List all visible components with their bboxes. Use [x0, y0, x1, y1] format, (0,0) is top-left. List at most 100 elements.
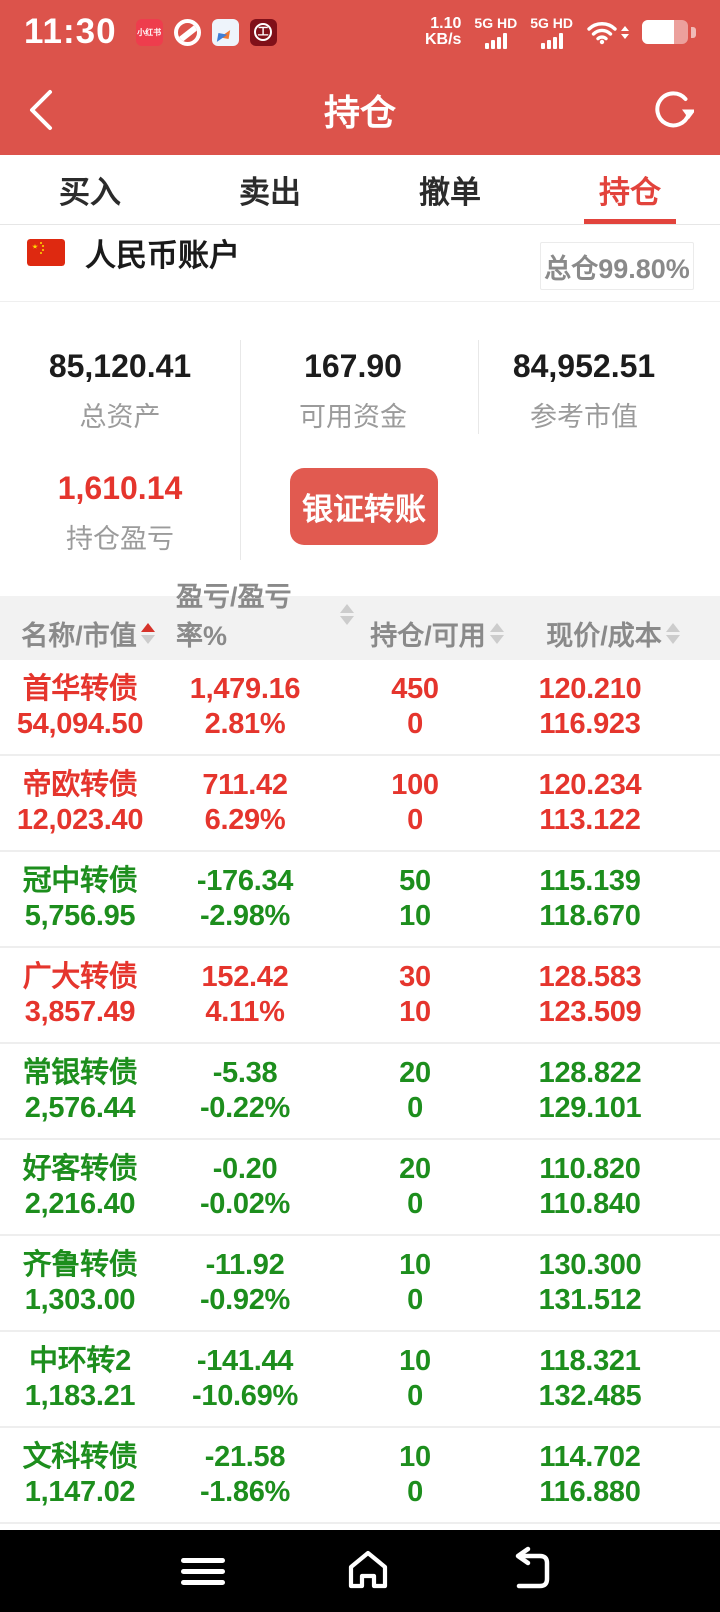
table-cell: 118.321 132.485	[538, 1345, 642, 1412]
sort-icon[interactable]	[340, 603, 354, 625]
table-cell: 50 10	[399, 865, 431, 932]
table-cell: 711.42 6.29%	[202, 769, 288, 836]
table-cell: 中环转2 1,183.21	[24, 1345, 136, 1412]
compass-app-icon	[211, 18, 239, 46]
table-cell: 10 0	[399, 1441, 431, 1508]
tab-positions[interactable]: 持仓	[540, 155, 720, 224]
recents-menu-icon[interactable]	[170, 1530, 236, 1612]
table-cell: 好客转债 2,216.40	[22, 1153, 138, 1220]
table-cell: 450 0	[391, 673, 439, 740]
table-cell: 1,479.16 2.81%	[189, 673, 301, 740]
bank-transfer-button[interactable]: 银证转账	[290, 468, 438, 545]
header-price-cost[interactable]: 现价/成本	[520, 614, 706, 653]
table-cell: 115.139 118.670	[539, 865, 641, 932]
header-name-marketvalue[interactable]: 名称/市值	[0, 614, 176, 653]
table-cell: 20 0	[399, 1057, 431, 1124]
system-back-icon[interactable]	[498, 1530, 564, 1612]
table-cell: 128.583 123.509	[538, 961, 642, 1028]
total-assets-label: 总资产	[79, 402, 161, 432]
xiaohongshu-app-icon: 小红书	[135, 18, 163, 46]
header-label: 持仓/可用	[370, 621, 486, 651]
header-position-available[interactable]: 持仓/可用	[354, 614, 520, 653]
icbc-app-icon: 工	[249, 18, 277, 46]
account-row[interactable]: 人民币账户 总仓99.80%	[0, 226, 720, 302]
wifi-traffic-arrows-icon	[621, 25, 629, 39]
table-row[interactable]: 帝欧转债 12,023.40 711.42 6.29% 100 0 120.234 113.1…	[0, 756, 720, 852]
position-pnl-label: 持仓盈亏	[66, 524, 174, 554]
network-speed: 1.10 KB/s	[425, 16, 461, 48]
table-cell: 常银转债 2,576.44	[22, 1057, 138, 1124]
header-label: 盈亏/盈亏率%	[176, 582, 292, 651]
sim1-signal: 5G HD	[474, 14, 518, 49]
available-funds: 167.90 可用资金	[240, 348, 478, 432]
table-row[interactable]: 好客转债 2,216.40 -0.20 -0.02% 20 0 110.820 110.840	[0, 1140, 720, 1236]
battery-icon	[642, 20, 688, 44]
table-cell: 110.820 110.840	[539, 1153, 641, 1220]
table-cell: 120.234 113.122	[538, 769, 642, 836]
tab-buy[interactable]: 买入	[59, 175, 121, 210]
table-cell: -11.92 -0.92%	[199, 1249, 291, 1316]
table-cell: 30 10	[399, 961, 431, 1028]
sim2-signal: 5G HD	[530, 15, 573, 49]
back-icon[interactable]	[26, 88, 56, 132]
positions-table-header: 名称/市值 盈亏/盈亏率% 持仓/可用 现价/成本	[0, 582, 720, 660]
table-row[interactable]: 齐鲁转债 1,303.00 -11.92 -0.92% 10 0 130.300 131.51…	[0, 1236, 720, 1332]
table-cell: 114.702 116.880	[539, 1441, 641, 1508]
xiaohongshu-label: 小红书	[137, 27, 162, 37]
total-assets-value: 85,120.41	[48, 348, 192, 384]
position-pnl-value: 1,610.14	[57, 470, 183, 506]
table-cell: 100 0	[391, 769, 439, 836]
ball-app-icon	[173, 18, 201, 46]
divider	[240, 340, 241, 560]
table-row[interactable]: 常银转债 2,576.44 -5.38 -0.22% 20 0 128.822 129.101	[0, 1044, 720, 1140]
icbc-glyph: 工	[254, 23, 273, 41]
table-cell: 帝欧转债 12,023.40	[16, 769, 144, 836]
tab-cancel-order[interactable]: 撤单	[419, 175, 481, 210]
table-cell: -21.58 -1.86%	[199, 1441, 291, 1508]
sort-icon[interactable]	[665, 623, 680, 644]
positions-table-body: 首华转债 54,094.50 1,479.16 2.81% 450 0 120.210 116…	[0, 660, 720, 1530]
china-flag-icon	[27, 239, 65, 266]
table-cell: -0.20 -0.02%	[199, 1153, 291, 1220]
table-row[interactable]: 首华转债 54,094.50 1,479.16 2.81% 450 0 120.210 116…	[0, 660, 720, 756]
table-cell: 130.300 131.512	[538, 1249, 642, 1316]
home-icon[interactable]	[335, 1530, 401, 1612]
sort-icon[interactable]	[140, 623, 155, 644]
table-cell: -141.44 -10.69%	[192, 1345, 298, 1412]
refresh-icon[interactable]	[650, 88, 694, 132]
table-cell: 120.210 116.923	[538, 673, 642, 740]
wifi-icon	[586, 19, 629, 45]
account-summary: 85,120.41 总资产 167.90 可用资金 84,952.51 参考市值…	[0, 302, 720, 596]
signal-bars-icon	[484, 32, 507, 49]
trade-tab-bar: 买入 卖出 撤单 持仓	[0, 155, 720, 225]
table-row[interactable]: 中环转2 1,183.21 -141.44 -10.69% 10 0 118.321 132.…	[0, 1332, 720, 1428]
table-cell: 文科转债 1,147.02	[22, 1441, 138, 1508]
table-cell: 冠中转债 5,756.95	[22, 865, 138, 932]
position-pnl: 1,610.14 持仓盈亏	[0, 470, 240, 554]
table-cell: 10 0	[399, 1345, 431, 1412]
available-funds-value: 167.90	[304, 348, 402, 384]
table-row[interactable]: 广大转债 3,857.49 152.42 4.11% 30 10 128.583 123.50…	[0, 948, 720, 1044]
table-cell: 齐鲁转债 1,303.00	[22, 1249, 138, 1316]
clock: 11:30	[24, 12, 117, 51]
reference-market-value: 84,952.51 参考市值	[478, 348, 720, 432]
table-cell: -176.34 -2.98%	[196, 865, 294, 932]
header-pnl[interactable]: 盈亏/盈亏率%	[176, 575, 354, 653]
signal-bars-icon	[540, 32, 563, 49]
table-cell: 首华转债 54,094.50	[16, 673, 144, 740]
header-label: 现价/成本	[546, 621, 662, 651]
tab-sell[interactable]: 卖出	[239, 175, 301, 210]
table-cell: -5.38 -0.22%	[199, 1057, 291, 1124]
battery-nub	[691, 26, 696, 38]
table-cell: 20 0	[399, 1153, 431, 1220]
sort-icon[interactable]	[489, 623, 504, 644]
app-nav-bar: 持仓	[0, 64, 720, 155]
table-row[interactable]: 文科转债 1,147.02 -21.58 -1.86% 10 0 114.702 116.88…	[0, 1428, 720, 1524]
network-speed-value: 1.10	[430, 15, 462, 32]
table-row[interactable]: 冠中转债 5,756.95 -176.34 -2.98% 50 10 115.139 118.…	[0, 852, 720, 948]
status-bar: 11:30 小红书 工 1.10 KB/s 5G HD 5G HD	[0, 0, 720, 64]
sim1-label: 5G HD	[474, 14, 518, 31]
table-cell: 128.822 129.101	[538, 1057, 642, 1124]
divider	[478, 340, 479, 434]
